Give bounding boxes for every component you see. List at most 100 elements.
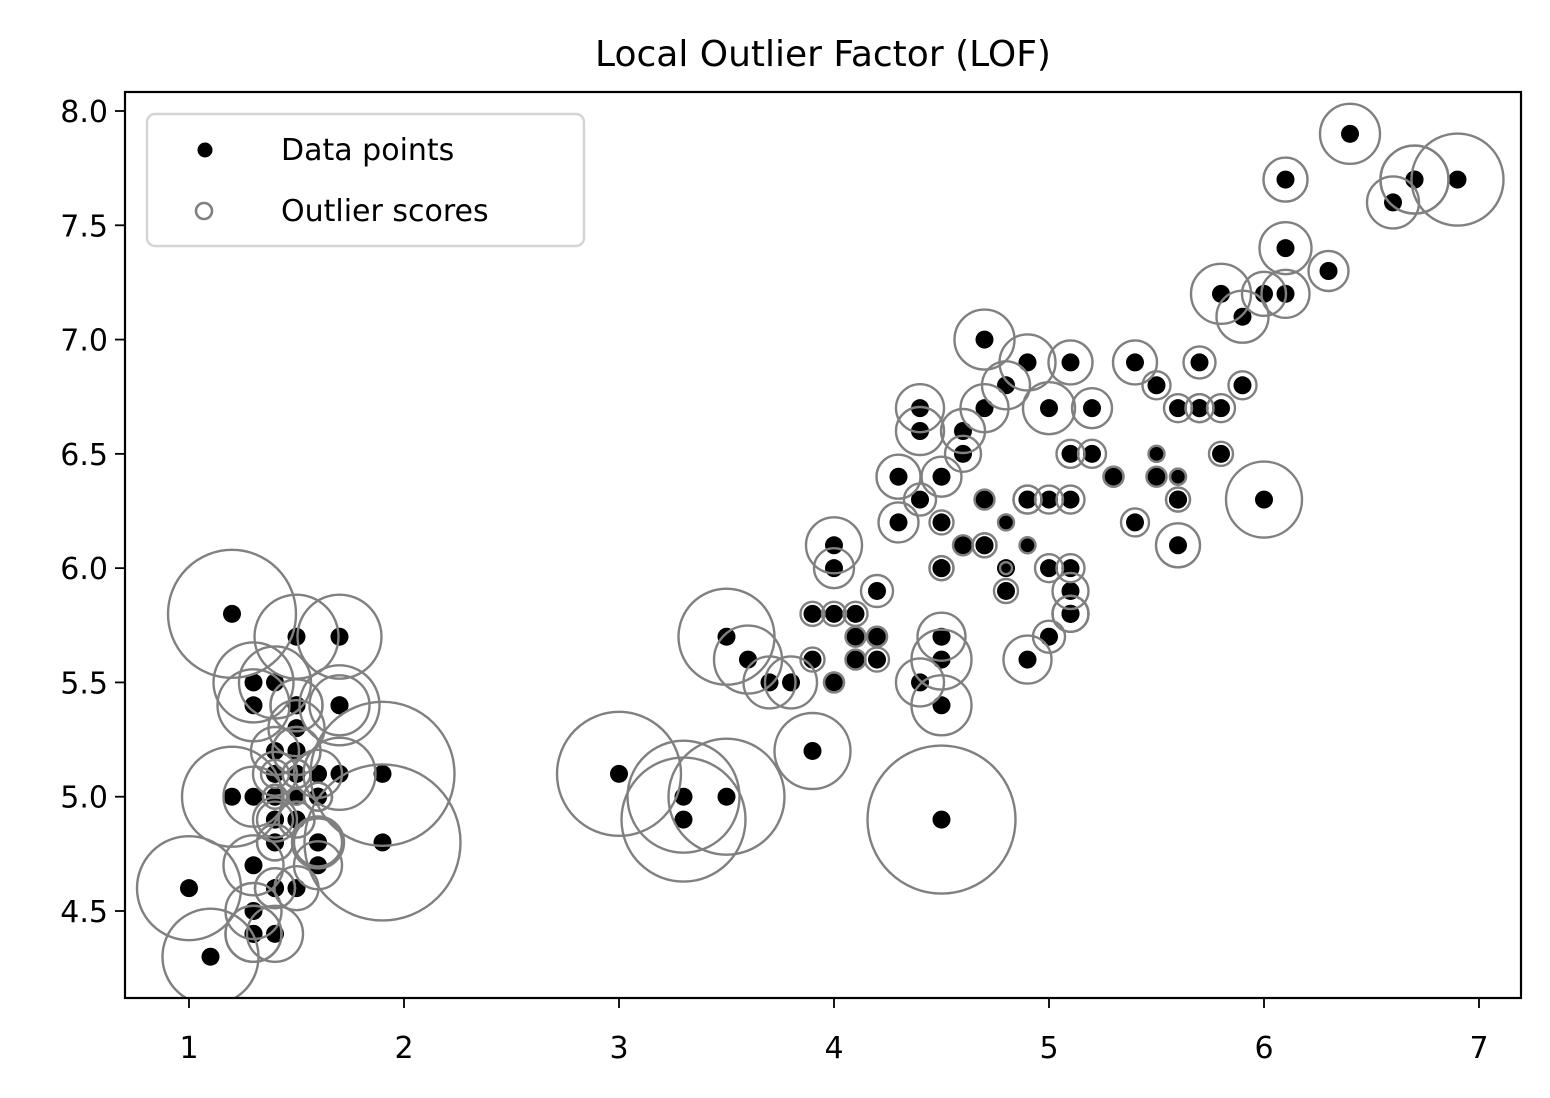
outlier-score-circle [1379,144,1450,215]
outlier-score-circle [996,513,1016,532]
outlier-score-circle [928,509,955,536]
x-tick-label: 4 [824,1031,843,1066]
outlier-score-circle [1051,571,1090,611]
data-point [1147,444,1166,463]
data-point [1276,239,1295,258]
outlier-score-circle [1076,438,1108,470]
outlier-score-circle [1033,552,1065,584]
outlier-score-circle [1055,552,1086,584]
outlier-score-circle [1154,522,1202,569]
data-point [1190,353,1209,372]
data-point [717,787,736,806]
data-point [1341,124,1359,143]
outlier-score-circle [1262,156,1309,203]
outlier-score-circle [773,711,852,791]
outlier-score-circle [742,655,797,710]
data-point [1126,513,1144,532]
outlier-score-circle [1018,536,1037,555]
data-point [932,627,951,646]
data-point [1384,193,1402,212]
data-point [717,627,736,646]
outlier-score-circle [255,800,295,839]
outlier-score-circle [1189,262,1253,326]
data-point [244,856,263,875]
data-point [180,879,198,898]
data-point [825,673,843,692]
outlier-score-circle [1258,220,1313,276]
outlier-score-circle [1102,465,1125,488]
outlier-score-circle [180,745,284,848]
data-point [1276,170,1295,189]
outlier-score-circle [212,641,295,724]
data-point [846,604,865,623]
outlier-score-circle [1365,175,1421,230]
outlier-score-circle [267,698,326,758]
data-point [975,490,994,509]
data-point [244,787,263,806]
outlier-score-circle [894,405,946,457]
data-point [1061,353,1080,372]
data-point [825,536,843,555]
outlier-score-circle [677,587,776,686]
data-point [932,810,951,829]
axes-frame [123,90,1523,1000]
outlier-score-circle [1141,370,1172,401]
outlier-score-circle [1207,440,1235,468]
legend-label-data-points: Data points [281,133,454,168]
outlier-score-circle [959,382,1010,434]
outlier-score-circle [844,625,867,648]
data-point [287,879,306,898]
outlier-score-circle [296,593,383,680]
data-point [1126,353,1144,372]
x-axis: 1 2 3 4 5 6 7 [179,998,1489,1066]
outlier-score-circle [1012,484,1043,515]
outlier-score-circle [303,763,462,922]
x-tick-label: 7 [1469,1031,1488,1066]
data-point [782,673,800,692]
outlier-score-circle [135,834,243,942]
outlier-score-circle [799,646,826,673]
outlier-score-circle [822,671,846,694]
chart-title: Local Outlier Factor (LOF) [595,34,1051,75]
data-point [997,581,1015,600]
outlier-score-circle [253,866,297,910]
outlier-score-circle [1047,339,1094,386]
data-point [932,696,951,715]
outlier-score-circle [1145,465,1168,488]
outlier-score-circle [865,625,889,648]
data-point [932,559,951,578]
data-point [223,787,241,806]
outlier-score-circle [251,796,299,843]
data-point [997,513,1015,532]
outlier-score-circle [1055,484,1086,515]
data-point [244,673,263,692]
data-point [975,330,994,349]
outlier-score-circle [951,534,975,557]
data-point [1147,376,1166,395]
outlier-score-circle [1111,339,1159,386]
outlier-score-circle [261,783,289,810]
outlier-score-circle [1119,507,1151,538]
data-point [803,741,822,760]
data-point [1040,399,1058,418]
outlier-score-circle [1182,345,1217,380]
outlier-score-circle [1164,486,1192,513]
outlier-score-circles-layer [135,102,1505,998]
outlier-score-circle [1184,392,1215,424]
data-point [803,604,822,623]
data-point [201,947,220,966]
data-point [868,650,886,669]
outlier-score-circle [928,554,955,582]
outlier-score-circle [973,488,996,511]
data-point [1190,399,1209,418]
outlier-score-circle [1021,380,1077,436]
data-point [1169,467,1187,486]
data-point [932,513,951,532]
data-point [825,604,843,623]
legend-filled-circle-icon [197,142,213,158]
outlier-score-circle [1307,249,1350,293]
y-tick-label: 4.5 [60,895,108,930]
outlier-score-circle [1147,444,1166,464]
legend-hollow-circle-icon [194,201,214,221]
data-point [911,673,929,692]
